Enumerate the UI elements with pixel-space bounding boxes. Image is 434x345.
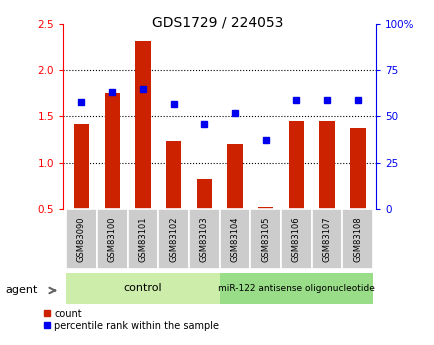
FancyBboxPatch shape [342,209,372,269]
Text: GSM83104: GSM83104 [230,216,239,262]
FancyBboxPatch shape [311,209,342,269]
Text: GDS1729 / 224053: GDS1729 / 224053 [151,16,283,30]
Text: GSM83106: GSM83106 [291,216,300,262]
Text: GSM83100: GSM83100 [108,216,116,262]
Bar [227,144,242,255]
Text: GSM83102: GSM83102 [169,216,178,262]
Bar [319,121,334,255]
FancyBboxPatch shape [219,273,372,304]
Text: GSM83103: GSM83103 [199,216,208,262]
Bar [349,128,365,255]
FancyBboxPatch shape [127,209,158,269]
Text: agent: agent [6,286,38,295]
FancyBboxPatch shape [158,209,188,269]
Bar [196,179,211,255]
FancyBboxPatch shape [250,209,280,269]
Bar [165,141,181,255]
Bar [135,41,150,255]
Text: miR-122 antisense oligonucleotide: miR-122 antisense oligonucleotide [217,284,374,293]
FancyBboxPatch shape [188,209,219,269]
Text: GSM83108: GSM83108 [352,216,362,262]
Text: GSM83101: GSM83101 [138,216,147,262]
FancyBboxPatch shape [280,209,311,269]
FancyBboxPatch shape [219,209,250,269]
Legend: count, percentile rank within the sample: count, percentile rank within the sample [43,309,219,331]
Bar [104,93,120,255]
Bar [288,121,303,255]
Text: control: control [123,283,162,293]
Text: GSM83090: GSM83090 [77,216,86,262]
Bar [74,124,89,255]
FancyBboxPatch shape [97,209,127,269]
FancyBboxPatch shape [66,273,219,304]
Bar [257,207,273,255]
Text: GSM83107: GSM83107 [322,216,331,262]
Text: GSM83105: GSM83105 [261,216,270,262]
FancyBboxPatch shape [66,209,97,269]
